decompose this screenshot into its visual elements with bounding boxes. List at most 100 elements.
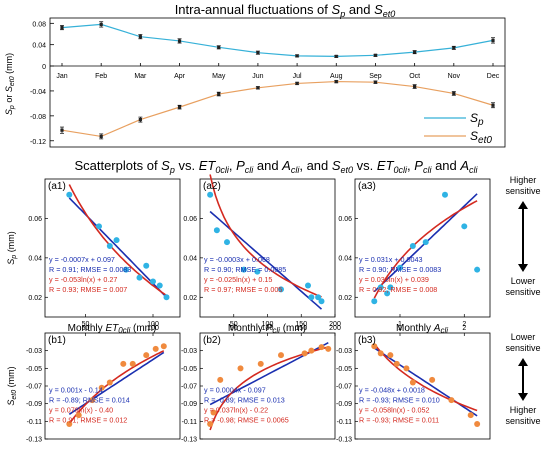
scatter-section-title: Scatterplots of Sp vs. ET0cli, Pcli and …: [74, 158, 478, 175]
data-point: [256, 86, 260, 90]
month-label: Dec: [487, 73, 500, 80]
scatter-point: [371, 343, 378, 350]
month-label: Apr: [174, 73, 186, 80]
scatter-point: [278, 352, 284, 359]
data-point: [413, 84, 417, 89]
fit-stats-linear: R = -0.89; RMSE = 0.013: [204, 395, 285, 404]
x-tick-label: 150: [295, 321, 307, 328]
x-tick-label: 50: [230, 325, 238, 332]
y-tick-label: -0.11: [182, 419, 198, 426]
scatter-panel-b3: -0.03 -0.05 -0.07 -0.09 -0.11 -0.13 1 2 (b3) y = …: [336, 325, 491, 444]
fit-eq-log: y = 0.038ln(x) + 0.039: [359, 275, 429, 284]
x-tick-label: 50: [230, 321, 238, 328]
scatter-point: [237, 365, 244, 372]
data-point: [295, 54, 299, 58]
scatter-point: [474, 266, 481, 273]
sensitivity-label: sensitive: [505, 287, 540, 297]
scatter-panel-b2: -0.03 -0.05 -0.07 -0.09 -0.11 -0.13 50 100 150 20…: [181, 325, 341, 444]
y-tick-label: -0.11: [337, 419, 353, 426]
scatter-point: [409, 379, 416, 386]
y-tick-label: -0.09: [181, 401, 197, 408]
top-y-axis-label: Sp or Set0 (mm): [4, 53, 16, 115]
y-tick-label: 0.04: [32, 43, 46, 50]
scatter-point: [89, 397, 96, 404]
data-point: [138, 35, 142, 39]
y-tick-label: -0.03: [181, 348, 197, 355]
month-label: Jul: [293, 73, 302, 80]
y-tick-label: -0.11: [27, 419, 43, 426]
fit-stats-linear: R = 0.91; RMSE = 0.0083: [49, 265, 131, 274]
y-tick-label: -0.09: [336, 401, 352, 408]
month-label: Feb: [95, 73, 107, 80]
scatter-point: [377, 350, 384, 357]
y-tick-label: -0.07: [336, 384, 352, 391]
scatter-point: [461, 223, 468, 230]
fit-eq-log: y = 0.037ln(x) - 0.22: [204, 405, 268, 414]
scatter-point: [160, 343, 167, 350]
month-label: Aug: [330, 73, 343, 80]
sensitivity-label: Lower: [511, 276, 536, 286]
sensitivity-annotations: HighersensitiveLowersensitiveLowersensit…: [505, 175, 540, 426]
fit-stats-linear: R = -0.93; RMSE = 0.010: [359, 395, 440, 404]
month-label: Sep: [369, 73, 382, 80]
panel-frame: [354, 178, 491, 318]
fit-line-log: [373, 200, 478, 299]
scatter-point: [96, 223, 102, 230]
scatter-point: [240, 266, 247, 273]
scatter-point: [106, 379, 113, 386]
y-tick-label: -0.07: [181, 384, 197, 391]
sensitivity-label: Higher: [510, 405, 537, 415]
fit-eq-log: y = -0.058ln(x) - 0.052: [359, 405, 430, 414]
month-label: Mar: [134, 73, 147, 80]
scatter-point: [429, 376, 436, 383]
fit-eq-log: y = -0.053ln(x) + 0.27: [49, 275, 117, 284]
scatter-point: [66, 191, 73, 198]
y-tick-label: -0.13: [181, 437, 197, 444]
y-tick-label: -0.13: [336, 437, 352, 444]
sensitivity-label: Higher: [510, 175, 537, 185]
arrow-head-down: [518, 264, 528, 272]
fit-line-log: [373, 343, 478, 412]
sensitivity-label: sensitive: [505, 186, 540, 196]
scatter-point: [308, 294, 315, 301]
legend-label-sp: Sp: [470, 111, 484, 128]
scatter-point: [66, 420, 73, 427]
scatter-point: [156, 282, 163, 289]
scatter-point: [318, 298, 325, 305]
scatter-point: [217, 376, 224, 383]
top-chart-title: Intra-annual fluctuations of Sp and Set0: [175, 2, 396, 19]
fit-eq-log: y = 0.079ln(x) - 0.40: [49, 405, 113, 414]
arrow-head-down: [518, 393, 528, 401]
scatter-point: [409, 243, 416, 250]
scatter-point: [113, 237, 120, 244]
scatter-point: [474, 420, 481, 427]
month-label: Jun: [252, 73, 263, 80]
fit-eq-linear: y = 0.0004x - 0.097: [204, 385, 266, 394]
scatter-panel-a1: 0.06 0.04 0.02 50 100 (a1) y = -0.0007x + 0.09…: [28, 178, 181, 328]
y-tick-label: 0.08: [32, 21, 46, 28]
scatter-point: [207, 420, 214, 427]
sensitivity-label: Lower: [511, 332, 536, 342]
y-tick-label: 0.06: [183, 216, 197, 223]
data-point: [334, 79, 338, 84]
scatter-point: [301, 350, 308, 357]
x-tick-label: 100: [147, 325, 159, 332]
scatter-point: [315, 294, 322, 301]
y-tick-label: 0.06: [338, 216, 352, 223]
y-tick-label: -0.12: [30, 139, 46, 146]
x-tick-label: 100: [262, 325, 274, 332]
data-point: [60, 26, 64, 30]
fit-stats-log: R = 0.93; RMSE = 0.007: [49, 285, 127, 294]
panel-frame: [44, 178, 181, 318]
scatter-point: [143, 352, 150, 359]
arrow-head-up: [518, 201, 528, 209]
top-chart-frame: [49, 17, 506, 148]
x-tick-label: 1: [398, 325, 402, 332]
scatter-panel-b1: -0.03 -0.05 -0.07 -0.09 -0.11 -0.13 50 100 (b1) y…: [26, 325, 181, 444]
x-tick-label: 150: [295, 325, 307, 332]
x-tick-label: 200: [329, 325, 341, 332]
scatter-point: [207, 191, 214, 198]
scatter-point: [448, 397, 455, 404]
month-label: May: [212, 73, 226, 80]
